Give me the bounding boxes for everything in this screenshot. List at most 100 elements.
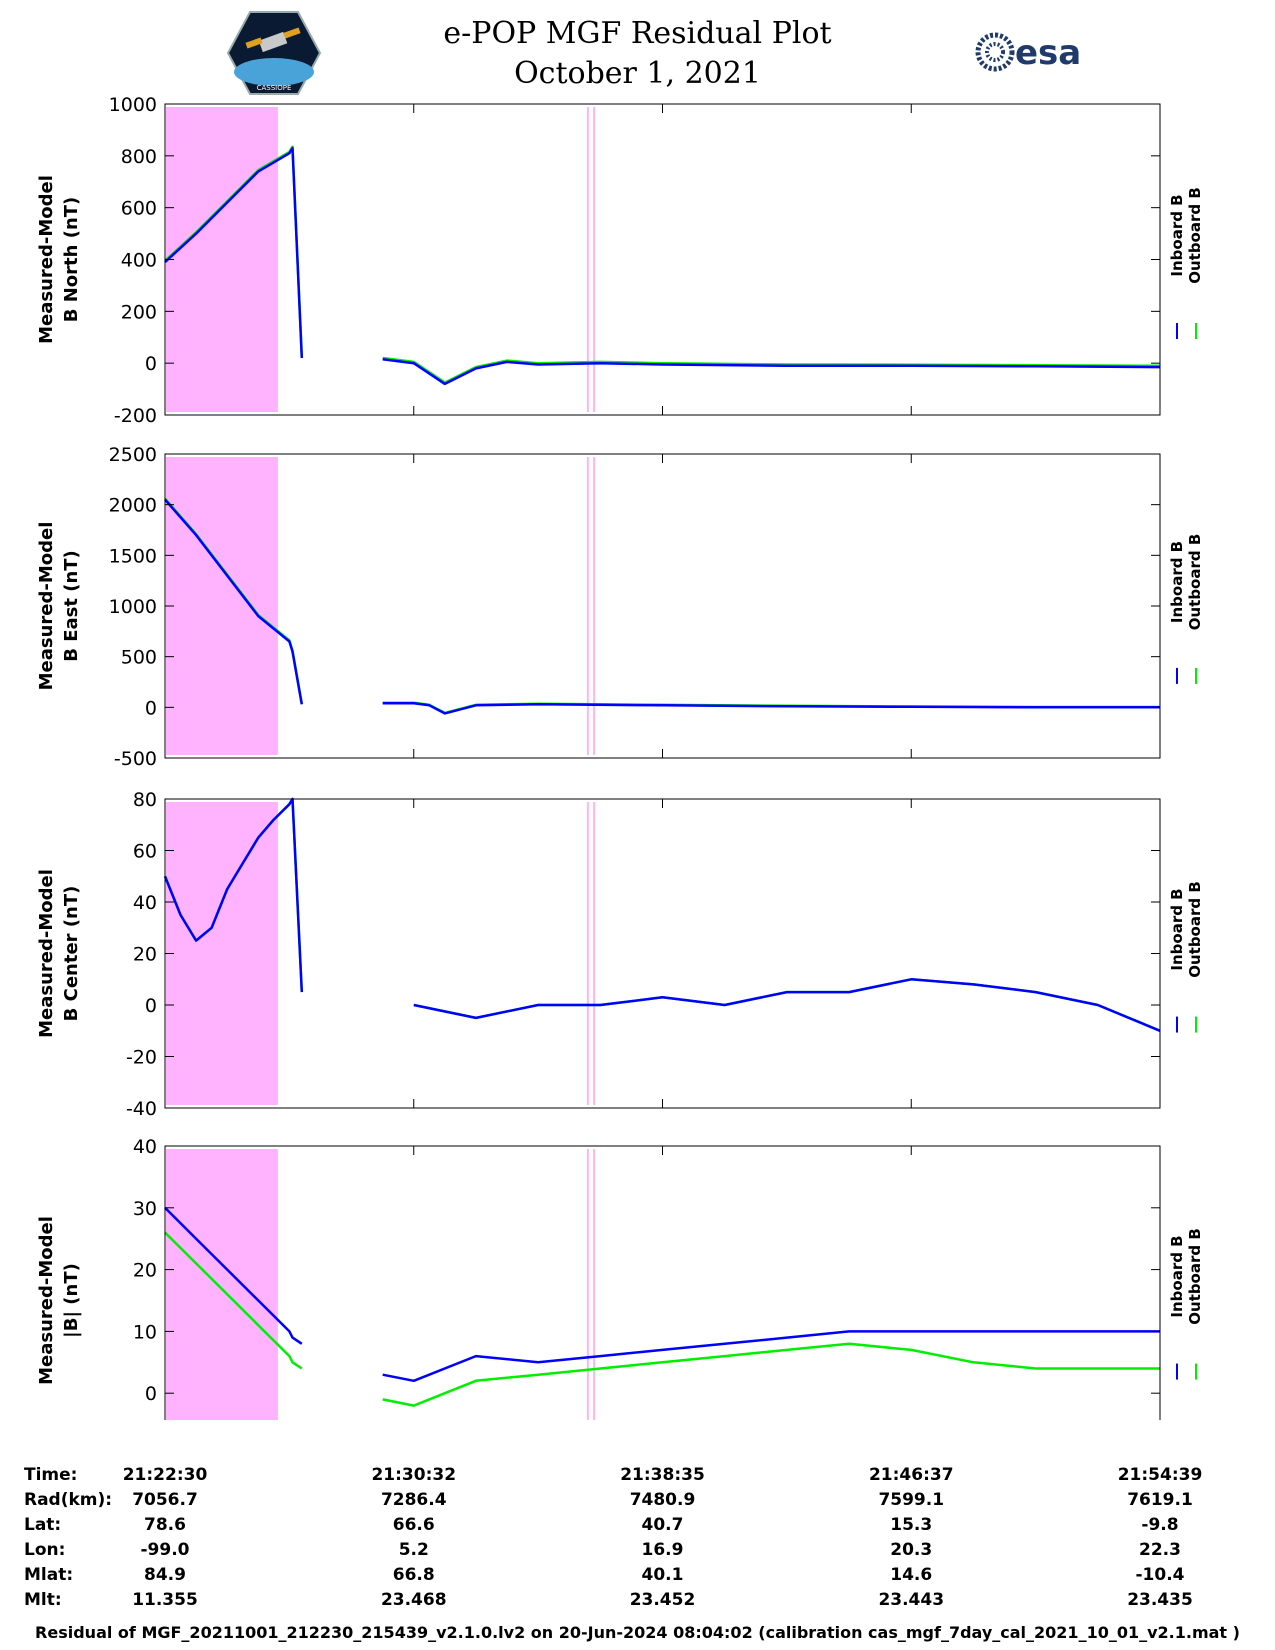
series-outboard-b — [164, 1231, 1160, 1407]
y-tick-label: -500 — [114, 748, 157, 770]
y-tick-label: 1000 — [109, 596, 157, 618]
series-inboard-b — [164, 146, 1161, 386]
y-tick-label: 0 — [145, 697, 157, 719]
shaded-region — [166, 802, 278, 1105]
y-tick-label: 600 — [121, 198, 157, 220]
info-cell: 23.452 — [629, 1590, 696, 1610]
info-cell: 21:22:30 — [122, 1465, 208, 1485]
legend-entry-outboard: Outboard B — [1186, 881, 1204, 978]
y-axis-label-line-2: B East (nT) — [61, 550, 82, 662]
y-tick-label: 0 — [145, 995, 157, 1017]
y-tick-label: 1000 — [109, 94, 157, 116]
y-tick-label: 20 — [133, 944, 157, 966]
plot-frame — [164, 103, 1161, 416]
y-axis-label: Measured-Model B Center (nT) — [36, 869, 82, 1038]
y-axis-label-line-1: Measured-Model — [36, 175, 57, 344]
y-tick-label: 200 — [121, 301, 157, 323]
title-line-2: October 1, 2021 — [514, 56, 761, 91]
info-cell: 5.2 — [398, 1540, 429, 1560]
esa-logo-text: esa — [1015, 33, 1081, 73]
info-row-label: Lon: — [24, 1540, 66, 1560]
info-row-label: Time: — [24, 1465, 78, 1485]
plot-panel-3: -40 -20 0 20 40 60 80 Measured-Model B Center (n… — [36, 789, 1204, 1120]
legend-entry-inboard: Inboard B — [1168, 541, 1186, 623]
info-cell: 40.1 — [641, 1565, 684, 1585]
shaded-region — [166, 457, 278, 755]
y-tick-label: -40 — [126, 1098, 157, 1120]
info-cell: 40.7 — [641, 1515, 684, 1535]
cassiope-logo: CASSIOPE — [226, 11, 322, 95]
y-axis-label: Measured-Model |B| (nT) — [36, 1216, 82, 1385]
info-cell: 78.6 — [144, 1515, 186, 1535]
info-cell: -9.8 — [1141, 1515, 1179, 1535]
legend-entry-inboard: Inboard B — [1168, 1235, 1186, 1317]
series-outboard-b — [163, 797, 1161, 1032]
y-tick-label: -200 — [114, 405, 157, 427]
y-tick-label: 60 — [133, 841, 157, 863]
info-cell: 16.9 — [641, 1540, 684, 1560]
info-table: Time: Rad(km): Lat: Lon: Mlat: Mlt: 21:22:30 7… — [0, 1465, 1275, 1615]
legend: Inboard BOutboard B — [1168, 1228, 1204, 1325]
legend: Inboard BOutboard B — [1168, 187, 1204, 284]
info-cell: 7599.1 — [878, 1490, 945, 1510]
y-tick-label: 40 — [133, 1136, 157, 1158]
plot-panel-2: -500 0 500 1000 1500 2000 2500 Measured-Model B … — [36, 444, 1204, 770]
info-cell: 14.6 — [890, 1565, 933, 1585]
y-axis-label: Measured-Model B North (nT) — [36, 175, 82, 344]
y-tick-label: 1500 — [109, 545, 157, 567]
info-cell: 7619.1 — [1127, 1490, 1193, 1510]
plot-frame — [164, 453, 1161, 759]
y-axis-label-line-2: B North (nT) — [61, 197, 82, 323]
y-axis-label-line-1: Measured-Model — [36, 1216, 57, 1385]
info-row-label: Lat: — [24, 1515, 62, 1535]
info-cell: 11.355 — [132, 1590, 198, 1610]
shaded-region — [166, 1149, 278, 1420]
y-axis-label: Measured-Model B East (nT) — [36, 522, 82, 691]
legend-entry-outboard: Outboard B — [1186, 1228, 1204, 1325]
info-cell: 23.468 — [380, 1590, 447, 1610]
info-cell: 23.435 — [1127, 1590, 1193, 1610]
info-cell: 21:38:35 — [620, 1465, 705, 1485]
series-inboard-b — [163, 797, 1161, 1032]
page-title: e-POP MGF Residual Plot October 1, 2021 — [0, 14, 1275, 94]
info-row-label: Mlt: — [24, 1590, 62, 1610]
y-tick-label: 2000 — [109, 495, 157, 517]
info-cell: 7480.9 — [629, 1490, 696, 1510]
y-tick-label: -20 — [126, 1047, 157, 1069]
info-cell: 21:46:37 — [868, 1465, 954, 1485]
series-inboard-b — [164, 1206, 1160, 1383]
info-cell: 15.3 — [890, 1515, 933, 1535]
legend-entry-inboard: Inboard B — [1168, 194, 1186, 276]
info-cell: -99.0 — [140, 1540, 190, 1560]
plot-panel-4: -10010203040Measured-Model|B| (nT)Inboar… — [36, 1136, 1204, 1420]
info-cell: -10.4 — [1135, 1565, 1185, 1585]
series-outboard-b — [164, 497, 1160, 715]
y-tick-label: 800 — [121, 146, 157, 168]
y-tick-label: 40 — [133, 892, 157, 914]
y-tick-label: 0 — [145, 353, 157, 375]
info-cell: 22.3 — [1139, 1540, 1181, 1560]
legend-entry-inboard: Inboard B — [1168, 888, 1186, 970]
plot-frame — [164, 1145, 1161, 1420]
series-outboard-b — [164, 145, 1161, 384]
esa-logo: esa — [975, 32, 1081, 73]
y-tick-label: 10 — [133, 1321, 157, 1343]
legend-entry-outboard: Outboard B — [1186, 534, 1204, 631]
cassiope-logo-text: CASSIOPE — [257, 84, 292, 92]
legend: Inboard BOutboard B — [1168, 534, 1204, 631]
y-tick-label: 0 — [145, 1383, 157, 1405]
y-tick-label: 30 — [133, 1198, 157, 1220]
y-axis-label-line-1: Measured-Model — [36, 522, 57, 691]
plot-panel-1: -200 0 200 400 600 800 1000 Measured-Model B Nor… — [36, 94, 1204, 427]
info-row-label: Mlat: — [24, 1565, 74, 1585]
shaded-region — [166, 107, 278, 412]
y-tick-label: 20 — [133, 1260, 157, 1282]
y-axis-label-line-2: |B| (nT) — [61, 1263, 82, 1338]
y-tick-label: 80 — [133, 789, 157, 811]
y-axis-label-line-2: B Center (nT) — [61, 886, 82, 1022]
footer-caption: Residual of MGF_20211001_212230_215439_v… — [35, 1623, 1240, 1642]
info-cell: 84.9 — [144, 1565, 186, 1585]
y-tick-label: 2500 — [109, 444, 157, 466]
series-inboard-b — [164, 498, 1160, 715]
